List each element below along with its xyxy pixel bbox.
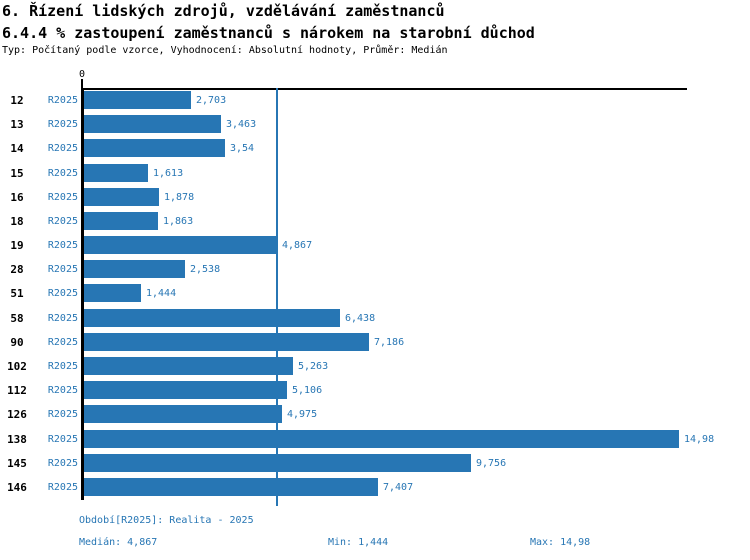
bar-row: 145 R2025 9,756 (0, 452, 750, 476)
bar-value-label: 1,613 (153, 168, 184, 179)
bar-value-label: 2,703 (196, 95, 227, 106)
row-series-label: R2025 (47, 385, 78, 396)
bar-row: 90 R2025 7,186 (0, 331, 750, 355)
bar-row: 126 R2025 4,975 (0, 403, 750, 427)
row-category-label: 126 (7, 408, 27, 421)
bar-value-label: 5,106 (292, 385, 323, 396)
row-series-label: R2025 (47, 192, 78, 203)
chart-title-line1: 6. Řízení lidských zdrojů, vzdělávání za… (2, 2, 445, 20)
bar-row: 102 R2025 5,263 (0, 355, 750, 379)
bar (84, 357, 293, 375)
row-category-label: 14 (10, 142, 24, 155)
bar-row: 13 R2025 3,463 (0, 113, 750, 137)
row-series-label: R2025 (47, 361, 78, 372)
bar-value-label: 4,867 (282, 240, 313, 251)
bar (84, 309, 340, 327)
bar-row: 14 R2025 3,54 (0, 137, 750, 161)
bar-row: 138 R2025 14,98 (0, 428, 750, 452)
bar-value-label: 6,438 (345, 313, 376, 324)
chart-title-line2: 6.4.4 % zastoupení zaměstnanců s nárokem… (2, 24, 535, 42)
bar-value-label: 5,263 (298, 361, 329, 372)
chart-meta-info: Typ: Počítaný podle vzorce, Vyhodnocení:… (2, 45, 448, 56)
bar-value-label: 1,863 (163, 216, 194, 227)
bar-row: 112 R2025 5,106 (0, 379, 750, 403)
footer-median-label: Medián: 4,867 (79, 537, 158, 548)
row-series-label: R2025 (47, 240, 78, 251)
bar (84, 405, 282, 423)
row-series-label: R2025 (47, 458, 78, 469)
bar (84, 188, 159, 206)
bar-value-label: 2,538 (190, 264, 221, 275)
row-series-label: R2025 (47, 288, 78, 299)
bar (84, 91, 191, 109)
row-series-label: R2025 (47, 95, 78, 106)
bar-value-label: 1,444 (146, 288, 177, 299)
row-series-label: R2025 (47, 434, 78, 445)
bar (84, 478, 378, 496)
row-category-label: 16 (10, 191, 24, 204)
bar-row: 19 R2025 4,867 (0, 234, 750, 258)
row-category-label: 146 (7, 481, 27, 494)
row-category-label: 145 (7, 457, 27, 470)
bar-value-label: 1,878 (164, 192, 195, 203)
bar (84, 430, 679, 448)
row-series-label: R2025 (47, 313, 78, 324)
row-series-label: R2025 (47, 264, 78, 275)
bar-row: 51 R2025 1,444 (0, 282, 750, 306)
bar-value-label: 7,407 (383, 482, 414, 493)
row-category-label: 19 (10, 239, 24, 252)
footer-min-label: Min: 1,444 (328, 537, 389, 548)
bar-row: 15 R2025 1,613 (0, 162, 750, 186)
row-category-label: 18 (10, 215, 24, 228)
row-series-label: R2025 (47, 168, 78, 179)
x-axis-zero-label: 0 (78, 69, 86, 80)
bar-row: 146 R2025 7,407 (0, 476, 750, 500)
bar (84, 212, 158, 230)
footer-period-label: Období[R2025]: Realita - 2025 (79, 515, 254, 526)
row-category-label: 90 (10, 336, 24, 349)
row-category-label: 28 (10, 263, 24, 276)
row-series-label: R2025 (47, 337, 78, 348)
bar-value-label: 3,54 (230, 143, 255, 154)
bar-value-label: 9,756 (476, 458, 507, 469)
bar (84, 284, 141, 302)
bar-value-label: 4,975 (287, 409, 318, 420)
y-axis-line (81, 88, 84, 500)
row-category-label: 12 (10, 94, 24, 107)
row-category-label: 13 (10, 118, 24, 131)
bar-row: 12 R2025 2,703 (0, 89, 750, 113)
row-series-label: R2025 (47, 119, 78, 130)
bar-row: 16 R2025 1,878 (0, 186, 750, 210)
row-category-label: 58 (10, 312, 24, 325)
row-series-label: R2025 (47, 409, 78, 420)
bar (84, 139, 225, 157)
row-series-label: R2025 (47, 482, 78, 493)
row-category-label: 102 (7, 360, 27, 373)
bar-value-label: 3,463 (226, 119, 257, 130)
bar-row: 58 R2025 6,438 (0, 307, 750, 331)
bar (84, 381, 287, 399)
x-axis-line (81, 88, 687, 90)
bar (84, 333, 369, 351)
bar-row: 18 R2025 1,863 (0, 210, 750, 234)
median-reference-line (276, 88, 278, 506)
row-category-label: 15 (10, 167, 24, 180)
bar-value-label: 7,186 (374, 337, 405, 348)
bar (84, 260, 185, 278)
x-axis-zero-tick (81, 79, 83, 88)
bar-value-label: 14,98 (684, 434, 715, 445)
footer-max-label: Max: 14,98 (530, 537, 591, 548)
row-category-label: 138 (7, 433, 27, 446)
bar (84, 164, 148, 182)
row-category-label: 112 (7, 384, 27, 397)
row-series-label: R2025 (47, 216, 78, 227)
bar-row: 28 R2025 2,538 (0, 258, 750, 282)
row-category-label: 51 (10, 287, 24, 300)
bar (84, 115, 221, 133)
bar (84, 236, 277, 254)
row-series-label: R2025 (47, 143, 78, 154)
